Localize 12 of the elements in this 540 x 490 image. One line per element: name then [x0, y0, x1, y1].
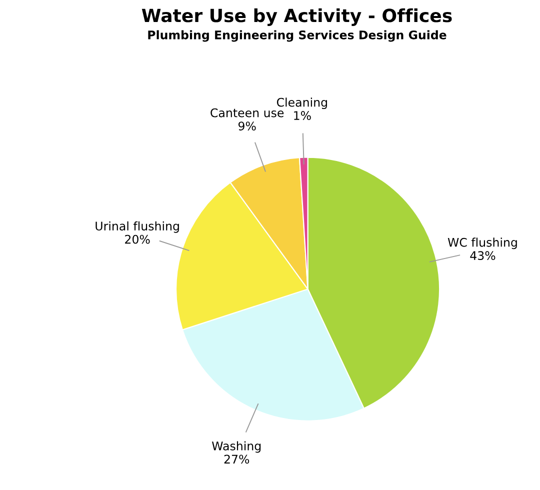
slice-label: WC flushing [448, 238, 517, 250]
slice-label: Urinal flushing [96, 221, 179, 233]
slice-label: Washing [212, 441, 261, 453]
chart-subtitle: Plumbing Engineering Services Design Guide [148, 30, 446, 42]
data-label: 43% [470, 251, 496, 260]
data-label: 1% [294, 111, 311, 120]
data-label: 9% [238, 122, 256, 130]
data-label: 27% [224, 454, 250, 464]
slice-label: Canteen use [210, 108, 284, 118]
chart-title: Water Use by Activity - Offices [142, 8, 452, 26]
data-label: 20% [125, 234, 150, 244]
slice-label: Cleaning [276, 98, 327, 110]
